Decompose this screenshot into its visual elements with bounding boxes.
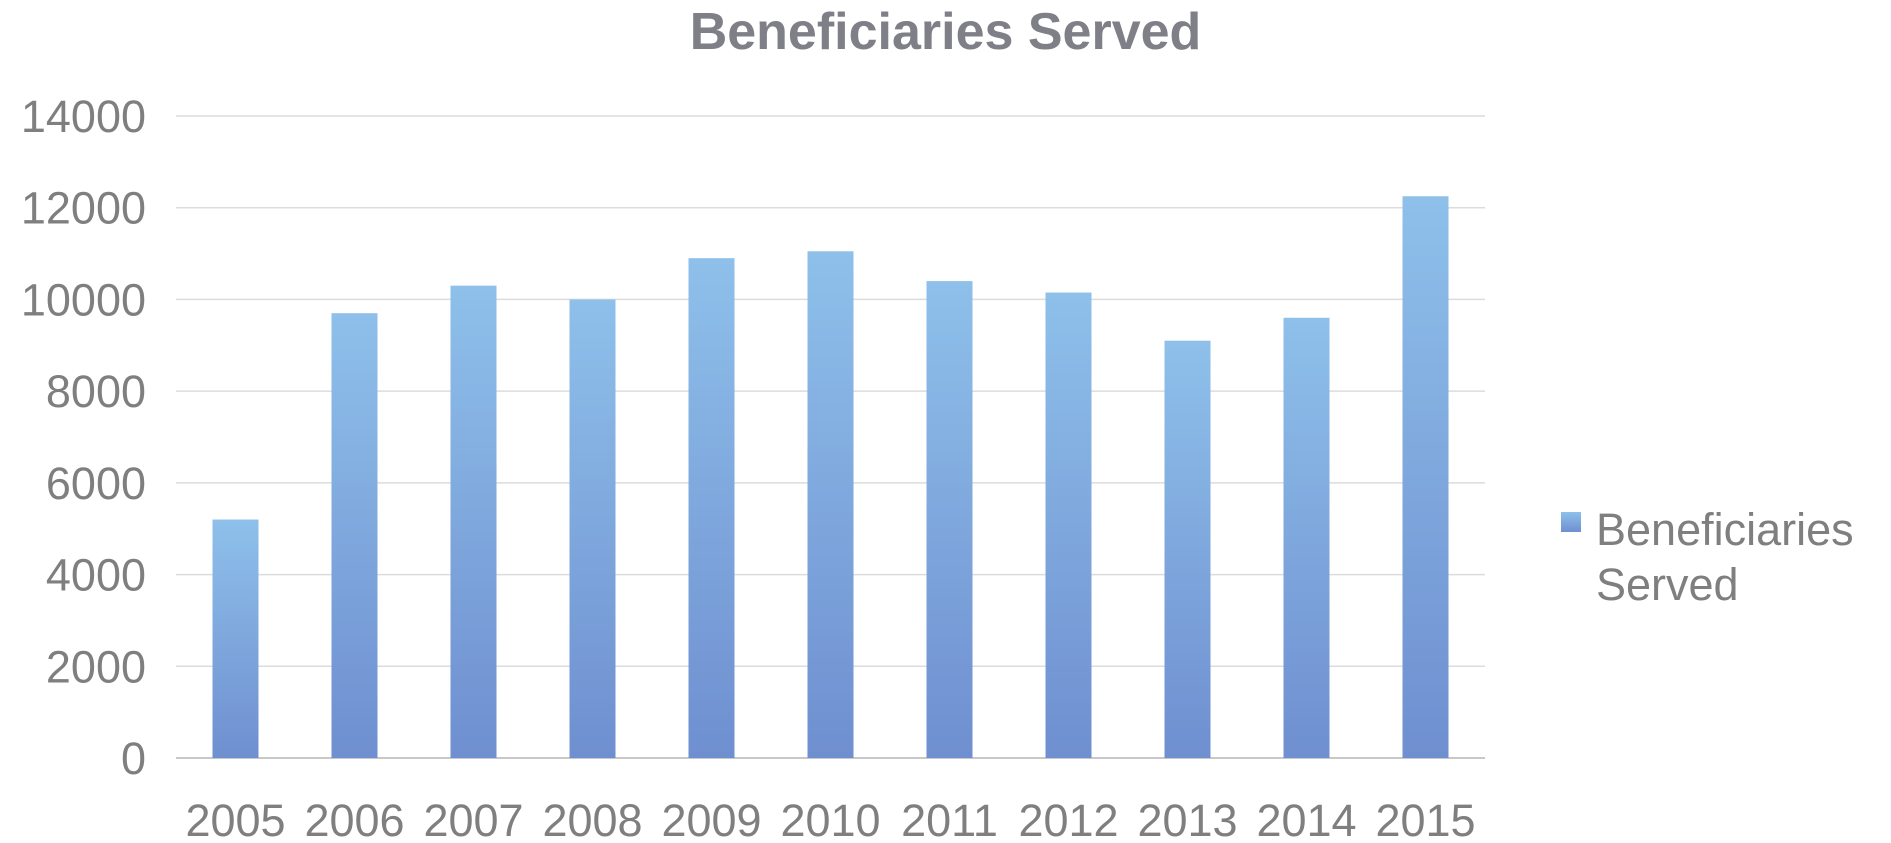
bar-2008	[569, 299, 616, 758]
legend: Beneficiaries Served	[1561, 504, 1866, 610]
x-tick-label: 2006	[304, 795, 404, 843]
y-tick-label: 10000	[21, 274, 146, 325]
bar-2009	[688, 258, 735, 758]
y-tick-label: 14000	[21, 91, 146, 142]
bar-2014	[1283, 317, 1330, 758]
y-tick-label: 6000	[46, 458, 146, 509]
x-axis-tick-labels: 2005 2006 2007 2008 2009 2010 2011 2012 2013 2014…	[185, 795, 1475, 843]
x-tick-label: 2010	[780, 795, 880, 843]
y-tick-label: 12000	[21, 183, 146, 234]
bar-2010	[807, 251, 854, 758]
bar-2012	[1045, 292, 1092, 758]
bar-2006	[331, 313, 378, 758]
x-tick-label: 2007	[423, 795, 523, 843]
bars	[212, 196, 1449, 758]
legend-swatch	[1561, 512, 1581, 532]
x-tick-label: 2012	[1018, 795, 1118, 843]
bar-2011	[926, 281, 973, 758]
x-tick-label: 2008	[542, 795, 642, 843]
y-tick-label: 8000	[46, 366, 146, 417]
x-tick-label: 2005	[185, 795, 285, 843]
y-tick-label: 4000	[46, 550, 146, 601]
y-tick-label: 0	[121, 733, 146, 784]
bar-2005	[212, 519, 259, 758]
x-tick-label: 2011	[901, 795, 998, 843]
chart-title: Beneficiaries Served	[689, 3, 1202, 61]
y-tick-label: 2000	[46, 641, 146, 692]
bar-2007	[450, 285, 497, 758]
y-axis-tick-labels: 0 2000 4000 6000 8000 10000 12000 14000	[21, 91, 146, 784]
legend-label: Beneficiaries Served	[1596, 504, 1866, 610]
bar-2013	[1164, 340, 1211, 758]
bar-2015	[1402, 196, 1449, 758]
x-tick-label: 2015	[1375, 795, 1475, 843]
x-tick-label: 2013	[1137, 795, 1237, 843]
x-tick-label: 2009	[661, 795, 761, 843]
x-tick-label: 2014	[1256, 795, 1356, 843]
